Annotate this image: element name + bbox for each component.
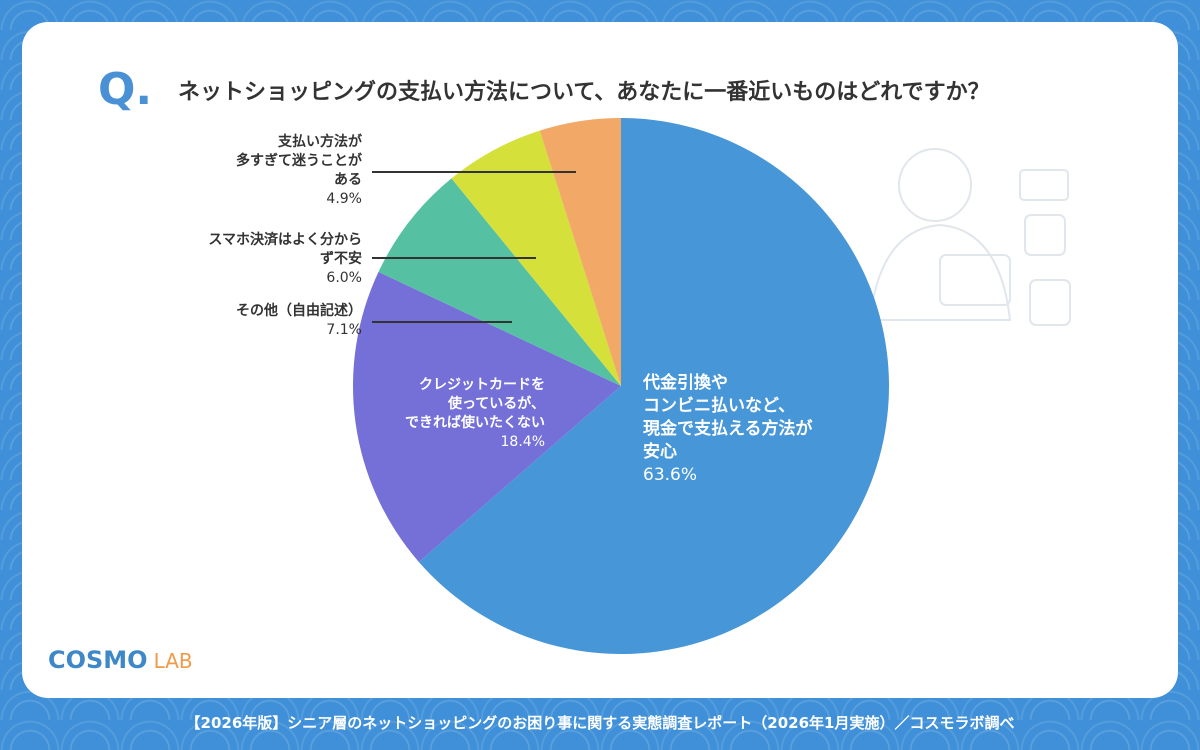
- footer: 【2026年版】シニア層のネットショッピングのお困り事に関する実態調査レポート（…: [185, 714, 1015, 732]
- logo: COSMO LAB: [48, 646, 193, 674]
- logo-main: COSMO: [48, 646, 148, 674]
- value-label: 7.1%: [326, 322, 362, 338]
- pie-slice: [451, 130, 621, 386]
- slice-label: スマホ決済はよく分から ず不安 6.0%: [208, 232, 362, 286]
- chart-title: ネットショッピングの支払い方法について、あなたに一番近いものはどれですか？: [178, 80, 990, 105]
- slice-label: クレジットカードを 使っているが、 できれば使いたくない 18.4%: [405, 377, 545, 450]
- pie-slice: [352, 271, 621, 562]
- slice-label: 支払い方法が 多すぎて迷うことが ある 4.9%: [236, 134, 362, 207]
- question-mark: Q.: [98, 64, 153, 115]
- pie-slice: [378, 178, 621, 386]
- illustration: [868, 148, 1071, 326]
- value-label: 4.9%: [326, 191, 362, 207]
- value-label: 18.4%: [500, 434, 545, 450]
- logo-sub: LAB: [153, 649, 193, 673]
- value-label: 6.0%: [326, 270, 362, 286]
- value-label: 63.6%: [643, 465, 698, 485]
- pie-slice: [539, 118, 621, 386]
- slice-label: その他（自由記述） 7.1%: [236, 303, 362, 338]
- pie-slice: [418, 118, 889, 654]
- slice-label: 代金引換や コンビニ払いなど、 現金で支払える方法が 安心 63.6%: [643, 373, 813, 485]
